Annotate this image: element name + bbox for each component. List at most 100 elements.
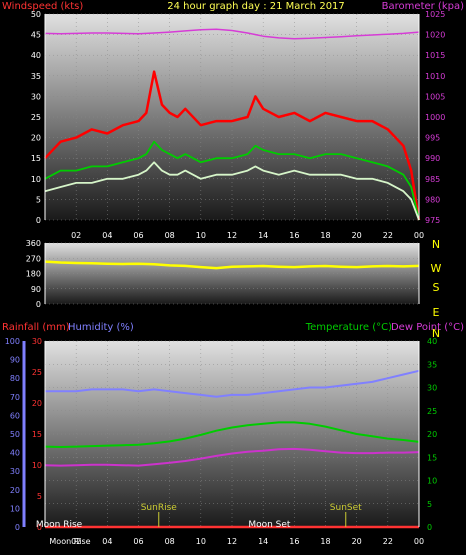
- barometer-tick-label: 1005: [425, 92, 445, 101]
- temp-ticks: 0510152025303540010203040506070809010005…: [5, 337, 437, 546]
- humidity-tick-label: 10: [10, 504, 20, 513]
- rainfall-tick-label: 30: [32, 337, 42, 346]
- temperature-tick-label: 25: [427, 407, 437, 416]
- temp-xtick-label: 14: [258, 537, 268, 546]
- wind-ytick-label: 25: [31, 113, 41, 122]
- rainfall-tick-label: 0: [37, 523, 42, 532]
- direction-ytick-label: 0: [36, 300, 41, 309]
- humidity-axis-label: Humidity (%): [68, 322, 134, 333]
- wind-xtick-label: 04: [102, 231, 112, 240]
- sun-event-label: SunSet: [330, 503, 362, 513]
- temperature-tick-label: 5: [427, 500, 432, 509]
- temperature-tick-label: 15: [427, 453, 437, 462]
- temperature-tick-label: 10: [427, 477, 437, 486]
- sun-event-label: SunRise: [141, 503, 178, 513]
- humidity-tick-label: 60: [10, 411, 20, 420]
- rainfall-tick-label: 5: [37, 492, 42, 501]
- humidity-tick-label: 20: [10, 486, 20, 495]
- wind-xtick-label: 10: [196, 231, 206, 240]
- temp-xtick-label: 00: [414, 537, 424, 546]
- wind-ytick-label: 35: [31, 72, 41, 81]
- dewpoint-axis-label: Dew Point (°C): [391, 322, 464, 333]
- moon-event-label: Moon Rise: [36, 520, 83, 530]
- humidity-tick-label: 50: [10, 430, 20, 439]
- series-average-line: [44, 161, 420, 221]
- temp-xtick-label: 20: [352, 537, 362, 546]
- direction-ytick-label: 270: [26, 254, 41, 263]
- wind-xtick-label: 22: [383, 231, 393, 240]
- barometer-tick-label: 1010: [425, 72, 445, 81]
- temp-series: [44, 369, 420, 529]
- direction-compass-label: E: [433, 306, 440, 319]
- temp-xtick-label: 12: [227, 537, 237, 546]
- wind-ytick-label: 15: [31, 154, 41, 163]
- wind-ytick-label: 50: [31, 10, 41, 19]
- wind-ytick-label: 10: [31, 175, 41, 184]
- wind-ytick-label: 30: [31, 92, 41, 101]
- humidity-tick-label: 100: [5, 337, 20, 346]
- direction-series: [44, 260, 420, 270]
- wind-plot-area: [45, 14, 419, 220]
- series-temperature-line: [44, 421, 420, 448]
- wind-ytick-label: 5: [36, 195, 41, 204]
- temp-xtick-label: 16: [289, 537, 299, 546]
- humidity-tick-label: 40: [10, 449, 20, 458]
- windspeed-axis-label: Windspeed (kts): [2, 1, 83, 12]
- barometer-tick-label: 1000: [425, 113, 445, 122]
- temperature-tick-label: 30: [427, 384, 437, 393]
- wind-ytick-label: 0: [36, 216, 41, 225]
- barometer-tick-label: 985: [425, 175, 440, 184]
- moon-rise-footer-label: Moon Rise: [49, 537, 90, 546]
- temperature-tick-label: 0: [427, 523, 432, 532]
- wind-series: [44, 28, 421, 221]
- barometer-tick-label: 995: [425, 134, 440, 143]
- direction-ytick-label: 360: [26, 239, 41, 248]
- barometer-tick-label: 990: [425, 154, 440, 163]
- series-barometer-line: [44, 28, 420, 40]
- series-humidity-line: [45, 369, 420, 398]
- wind-xtick-label: 06: [133, 231, 143, 240]
- barometer-tick-label: 1015: [425, 51, 445, 60]
- wind-xtick-label: 20: [352, 231, 362, 240]
- wind-ticks: 0510152025303540455097598098599099510001…: [31, 10, 446, 240]
- barometer-tick-label: 1020: [425, 31, 445, 40]
- temperature-tick-label: 20: [427, 430, 437, 439]
- wind-xtick-label: 12: [227, 231, 237, 240]
- temp-xtick-label: 02: [71, 537, 81, 546]
- wind-xtick-label: 00: [414, 231, 424, 240]
- direction-compass-label: N: [432, 327, 440, 340]
- chart-title: 24 hour graph day : 21 March 2017: [167, 1, 345, 12]
- humidity-tick-label: 0: [15, 523, 20, 532]
- temperature-tick-label: 40: [427, 337, 437, 346]
- direction-ytick-label: 180: [26, 270, 41, 279]
- wind-xtick-label: 08: [165, 231, 175, 240]
- wind-xtick-label: 18: [320, 231, 330, 240]
- humidity-tick-label: 90: [10, 356, 20, 365]
- temperature-tick-label: 35: [427, 360, 437, 369]
- temp-xtick-label: 22: [383, 537, 393, 546]
- wind-xtick-label: 14: [258, 231, 268, 240]
- moon-event-label: Moon Set: [248, 520, 291, 530]
- temp-xtick-label: 04: [102, 537, 112, 546]
- wind-xtick-label: 16: [289, 231, 299, 240]
- humidity-tick-label: 80: [10, 374, 20, 383]
- wind-ytick-label: 20: [31, 134, 41, 143]
- direction-ytick-label: 90: [31, 285, 41, 294]
- series-mean-line: [44, 140, 420, 221]
- temp-xtick-label: 18: [320, 537, 330, 546]
- wind-xtick-label: 02: [71, 231, 81, 240]
- direction-compass-label: W: [431, 262, 442, 275]
- direction-plot-area: [45, 243, 419, 304]
- series-dew-point-line: [44, 447, 420, 467]
- barometer-tick-label: 980: [425, 195, 440, 204]
- sun-moon-events: Moon Rise SunRise Moon Set SunSet Moon Rise: [36, 503, 362, 546]
- humidity-tick-label: 30: [10, 467, 20, 476]
- wind-ytick-label: 40: [31, 51, 41, 60]
- temp-xtick-label: 06: [133, 537, 143, 546]
- direction-compass-label: N: [432, 238, 440, 251]
- barometer-axis-label: Barometer (kpa): [382, 1, 464, 12]
- temp-xtick-label: 10: [196, 537, 206, 546]
- humidity-tick-label: 70: [10, 393, 20, 402]
